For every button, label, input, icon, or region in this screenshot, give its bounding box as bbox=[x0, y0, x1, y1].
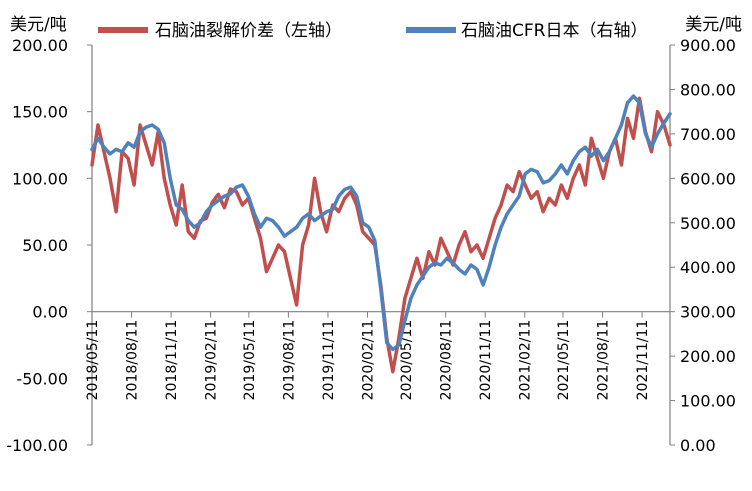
left-tick-label: -100.00 bbox=[6, 436, 68, 455]
right-tick-label: 700.00 bbox=[680, 125, 736, 144]
left-tick-label: 50.00 bbox=[22, 236, 68, 255]
left-tick-label: 100.00 bbox=[12, 169, 68, 188]
left-tick-label: 200.00 bbox=[12, 36, 68, 55]
x-tick-label: 2021/05/11 bbox=[556, 320, 572, 401]
right-tick-label: 900.00 bbox=[680, 36, 736, 55]
x-tick-label: 2018/05/11 bbox=[85, 320, 101, 401]
right-axis-unit: 美元/吨 bbox=[685, 15, 742, 35]
right-tick-label: 300.00 bbox=[680, 303, 736, 322]
legend-label-cfr-japan: 石脑油CFR日本（右轴） bbox=[461, 21, 647, 41]
x-tick-label: 2019/08/11 bbox=[281, 320, 297, 401]
x-axis: 2018/05/11 2018/08/11 2018/11/11 2019/02/11… bbox=[85, 311, 670, 401]
x-tick-label: 2021/11/11 bbox=[635, 320, 651, 401]
left-tick-label: 150.00 bbox=[12, 103, 68, 122]
x-tick-label: 2019/05/11 bbox=[242, 320, 258, 401]
left-axis-unit: 美元/吨 bbox=[10, 15, 67, 35]
right-tick-label: 0.00 bbox=[680, 436, 716, 455]
x-tick-label: 2021/02/11 bbox=[518, 320, 534, 401]
left-tick-label: -50.00 bbox=[16, 369, 68, 388]
left-axis-ticks: -100.00 -50.00 0.00 50.00 100.00 150.00 200.00 bbox=[6, 36, 92, 455]
x-tick-label: 2020/08/11 bbox=[439, 320, 455, 401]
legend-label-spread: 石脑油裂解价差（左轴） bbox=[155, 21, 342, 41]
right-tick-label: 500.00 bbox=[680, 214, 736, 233]
right-axis-ticks: 0.00 100.00 200.00 300.00 400.00 500.00 600.00… bbox=[670, 36, 736, 455]
right-tick-label: 600.00 bbox=[680, 169, 736, 188]
x-tick-label: 2020/02/11 bbox=[360, 320, 376, 401]
right-tick-label: 100.00 bbox=[680, 392, 736, 411]
right-tick-label: 400.00 bbox=[680, 258, 736, 277]
x-tick-label: 2018/08/11 bbox=[125, 320, 141, 401]
x-tick-label: 2018/11/11 bbox=[164, 320, 180, 401]
series-layer bbox=[90, 94, 672, 374]
right-tick-label: 800.00 bbox=[680, 80, 736, 99]
x-tick-label: 2020/05/11 bbox=[399, 320, 415, 401]
left-tick-label: 0.00 bbox=[32, 303, 68, 322]
legend: 石脑油裂解价差（左轴） 石脑油CFR日本（右轴） bbox=[98, 21, 647, 41]
right-tick-label: 200.00 bbox=[680, 347, 736, 366]
x-tick-label: 2020/11/11 bbox=[478, 320, 494, 401]
x-tick-label: 2019/11/11 bbox=[321, 320, 337, 401]
x-tick-label: 2019/02/11 bbox=[204, 320, 220, 401]
series-line-cfr-japan bbox=[90, 94, 672, 352]
x-tick-label: 2021/08/11 bbox=[596, 320, 612, 401]
